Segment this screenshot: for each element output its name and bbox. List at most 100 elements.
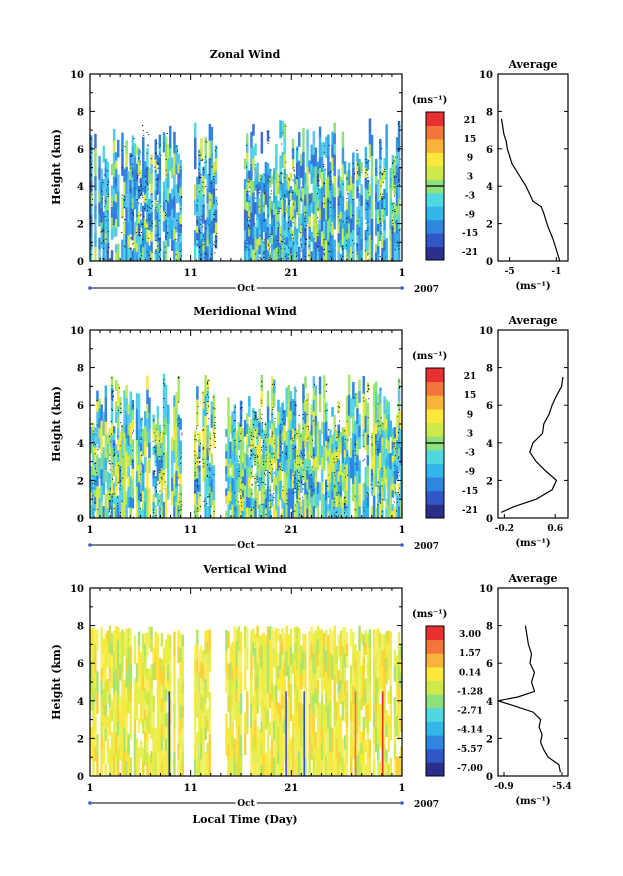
heat-cell [96,496,99,508]
heat-cell [310,507,313,518]
heat-cell [300,165,303,179]
heat-dot [91,149,93,151]
heat-dot [297,455,298,457]
heat-cell [123,727,126,753]
heat-cell [106,211,110,229]
heat-cell [275,696,278,709]
heat-cell [381,510,384,518]
heat-dot [145,186,147,188]
heat-cell [206,203,209,211]
heat-cell [295,754,299,776]
heat-cell [316,481,320,495]
heat-cell [289,439,293,451]
colorbar-segment [426,192,444,207]
heat-cell [325,198,328,220]
heat-dot [264,474,266,476]
heat-cell [125,167,128,181]
heat-cell [312,633,316,654]
heat-dot [199,230,200,232]
heat-dot [132,212,134,214]
heat-cell [204,727,207,741]
heat-dot [214,150,216,152]
heat-dot [165,251,167,253]
heat-cell [266,726,270,744]
heat-cell [331,196,334,210]
heat-cell [266,422,270,439]
heat-cell [285,460,288,475]
heat-cell [125,438,128,452]
heat-cell [98,191,101,204]
heat-cell [389,250,392,261]
heat-cell [306,167,309,187]
heat-cell [385,508,388,518]
heat-dot [180,166,182,168]
heat-cell [320,421,324,434]
heat-cell [318,482,322,501]
heat-cell [167,760,170,776]
heat-cell [243,733,247,755]
heat-cell [246,172,249,183]
heat-cell [337,634,340,647]
heat-dot [318,167,319,169]
heat-cell [262,202,266,213]
heat-cell [202,744,205,761]
heat-cell [158,459,162,472]
heat-cell [366,179,370,191]
heat-cell [304,470,307,483]
heat-cell [271,701,274,721]
heat-cell [194,199,197,216]
heat-cell [102,228,105,245]
heat-cell [164,726,168,740]
heat-cell [204,375,207,396]
heat-cell [397,183,401,200]
heat-dot [234,492,236,494]
heat-cell [210,167,214,181]
heat-dot [200,443,201,445]
colorbar-tick-label: 9 [467,154,473,164]
heat-cell [175,241,178,252]
heat-dot [306,399,308,401]
heat-cell [127,209,130,223]
heat-cell [179,733,182,748]
heat-dot [178,423,180,424]
heat-cell [300,688,303,704]
y-tick-label: 4 [77,182,84,193]
heat-cell [179,462,182,475]
heat-cell [327,197,330,220]
heat-cell [125,207,128,222]
heat-dot [108,243,110,245]
heat-dot [102,181,104,183]
heat-dot [246,211,248,213]
heat-cell [279,740,282,759]
heat-dot [207,381,209,383]
heat-cell [144,743,147,755]
heat-cell [287,444,291,460]
heat-cell [129,496,132,508]
heat-cell [158,146,162,158]
heat-dot [156,142,158,144]
heat-dot [246,246,248,248]
heat-dot [143,215,145,217]
heat-cell [277,763,280,776]
heat-dot [94,480,96,482]
colorbar-segment [426,233,444,248]
heat-cell [117,762,120,776]
heat-dot [336,511,338,513]
heat-cell [289,683,293,703]
heat-cell [375,226,378,236]
heat-cell [277,254,280,261]
heat-cell [397,506,401,518]
heat-dot [153,431,155,433]
heat-cell [366,190,370,201]
heat-cell [339,630,343,644]
heat-dot [214,441,216,442]
heat-cell [347,223,351,232]
heat-cell [208,192,212,210]
heat-cell [139,652,143,671]
heat-cell [325,240,328,261]
heat-cell [360,676,363,688]
heat-dot [208,495,210,497]
heat-dot [298,479,300,481]
heat-cell [121,688,124,704]
heat-dot [300,239,302,241]
